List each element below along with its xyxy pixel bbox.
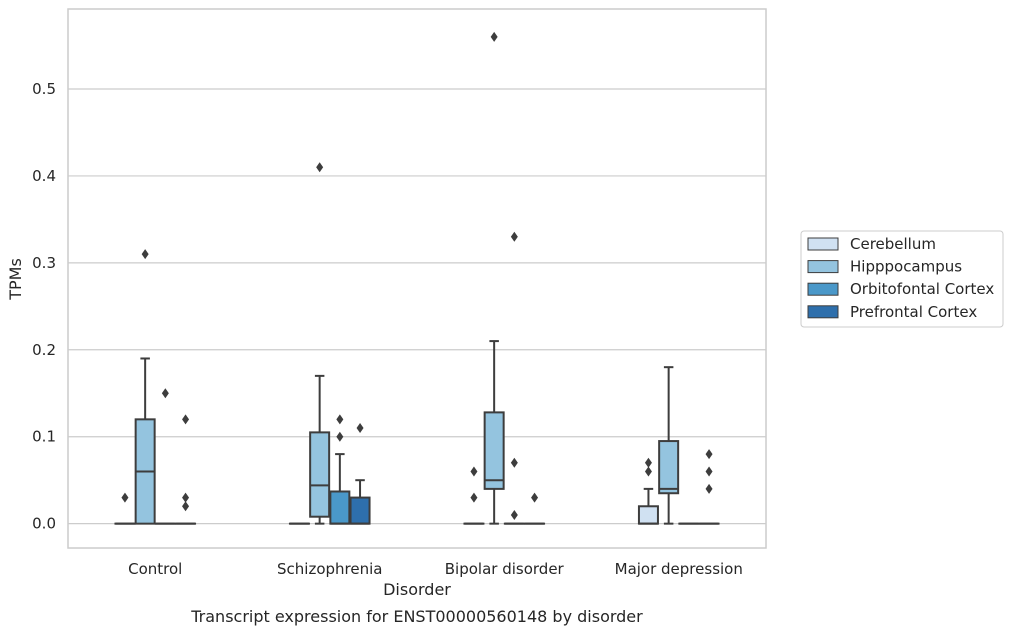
box-3-1 xyxy=(658,366,680,525)
x-tick-labels: Control Schizophrenia Bipolar disorder Majo… xyxy=(128,560,743,578)
box-body xyxy=(309,431,331,518)
y-tick-label: 0.0 xyxy=(32,515,56,533)
chart-caption: Transcript expression for ENST0000056014… xyxy=(190,607,643,626)
box-2-2 xyxy=(503,231,525,525)
box-body xyxy=(637,505,659,525)
outlier-point xyxy=(490,31,498,42)
outlier-point xyxy=(182,501,190,512)
outlier-point xyxy=(121,492,129,503)
outlier-point xyxy=(510,457,518,468)
box-body xyxy=(329,490,351,525)
outlier-point xyxy=(531,492,539,503)
box-2-0 xyxy=(463,466,485,525)
x-tick-label: Major depression xyxy=(615,560,743,578)
x-tick-label: Bipolar disorder xyxy=(445,560,565,578)
outlier-point xyxy=(356,423,364,434)
legend-swatch xyxy=(807,305,839,319)
outlier-point xyxy=(644,466,652,477)
outlier-point xyxy=(161,388,169,399)
outlier-point xyxy=(705,483,713,494)
outlier-point xyxy=(182,414,190,425)
box-0-2 xyxy=(154,388,176,525)
legend: Cerebellum Hipppocampus Orbitofontal Corte… xyxy=(800,230,1004,328)
outlier-point xyxy=(705,449,713,460)
outlier-point xyxy=(316,162,324,173)
outlier-point xyxy=(510,231,518,242)
legend-swatch xyxy=(807,237,839,251)
outlier-point xyxy=(336,431,344,442)
plot-area xyxy=(114,31,720,525)
outlier-point xyxy=(182,492,190,503)
outlier-point xyxy=(470,492,478,503)
outlier-point xyxy=(141,249,149,260)
box-0-0 xyxy=(114,492,136,525)
y-tick-labels: 0.0 0.1 0.2 0.3 0.4 0.5 xyxy=(32,80,56,533)
legend-label: Hipppocampus xyxy=(850,258,962,276)
box-1-2 xyxy=(329,414,351,525)
box-1-1 xyxy=(309,162,331,525)
y-tick-label: 0.5 xyxy=(32,80,56,98)
outlier-point xyxy=(510,509,518,520)
box-1-3 xyxy=(349,423,371,525)
legend-label: Orbitofontal Cortex xyxy=(850,280,994,298)
legend-label: Cerebellum xyxy=(850,235,936,253)
box-2-1 xyxy=(483,31,505,525)
x-axis-title: Disorder xyxy=(383,580,451,599)
y-tick-label: 0.4 xyxy=(32,167,56,185)
legend-frame xyxy=(800,230,1004,328)
legend-swatch xyxy=(807,260,839,274)
y-tick-label: 0.3 xyxy=(32,254,56,272)
legend-label: Prefrontal Cortex xyxy=(850,303,977,321)
box-3-3 xyxy=(698,449,720,525)
y-tick-label: 0.2 xyxy=(32,341,56,359)
box-body xyxy=(349,496,371,525)
outlier-point xyxy=(470,466,478,477)
box-body xyxy=(483,411,505,490)
outlier-point xyxy=(705,466,713,477)
box-body xyxy=(658,440,680,495)
legend-swatch xyxy=(807,282,839,296)
outlier-point xyxy=(336,414,344,425)
x-tick-label: Schizophrenia xyxy=(277,560,382,578)
plot-frame xyxy=(67,8,767,549)
outlier-point xyxy=(644,457,652,468)
y-axis-title: TPMs xyxy=(6,258,25,301)
box-0-1 xyxy=(134,249,156,525)
x-tick-label: Control xyxy=(128,560,182,578)
box-2-3 xyxy=(524,492,546,525)
y-tick-label: 0.1 xyxy=(32,428,56,446)
box-3-0 xyxy=(637,457,659,525)
box-0-3 xyxy=(175,414,197,525)
